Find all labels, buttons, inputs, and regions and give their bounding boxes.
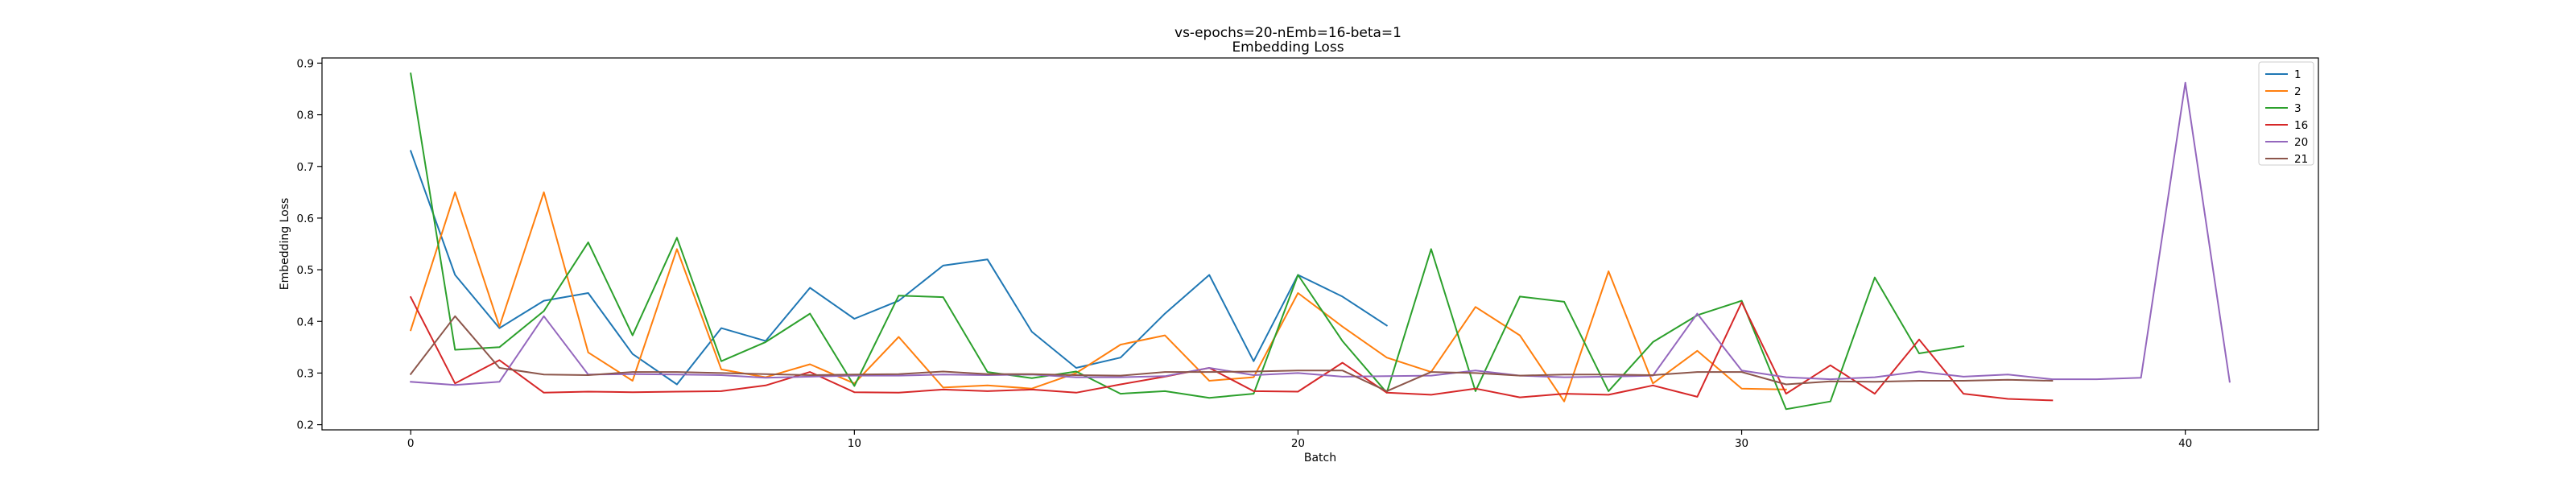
series-line-3 [410,72,1965,411]
y-tick-label: 0.3 [297,367,314,380]
x-tick-label: 20 [1291,437,1305,450]
series-line-2 [409,191,1787,402]
chart-subtitle: Embedding Loss [1232,39,1344,56]
y-axis-label: Embedding Loss [279,198,291,291]
y-tick-label: 0.4 [297,316,314,328]
legend-entry-label: 21 [2294,153,2308,166]
x-axis-label: Batch [1304,452,1336,464]
legend: 1 2 3 16 20 21 [2258,61,2314,166]
x-tick-label: 0 [407,437,415,450]
series-line-21 [409,315,2054,392]
y-axis: 0.2 0.3 0.4 0.5 0.6 0.7 0.8 0.9 [297,57,322,432]
x-tick-label: 10 [848,437,861,450]
plot-area [321,57,2319,431]
x-tick-label: 30 [1735,437,1748,450]
y-tick-label: 0.2 [297,419,314,432]
x-axis: 0 10 20 30 40 [407,430,2192,450]
y-tick-label: 0.8 [297,109,314,122]
legend-entry-label: 1 [2294,68,2301,81]
y-tick-label: 0.5 [297,264,314,277]
legend-entry-label: 16 [2294,119,2308,132]
legend-frame [2258,61,2314,166]
series-line-20 [410,81,2231,386]
y-tick-label: 0.6 [297,213,314,225]
series-line-16 [409,295,2054,402]
x-tick-label: 40 [2178,437,2192,450]
legend-entry-label: 20 [2294,136,2308,149]
legend-entry-label: 2 [2294,85,2301,98]
chart-title: vs-epochs=20-nEmb=16-beta=1 [1174,25,1402,41]
legend-entry-label: 3 [2294,102,2301,115]
y-tick-label: 0.9 [297,57,314,70]
series-lines [409,72,2231,411]
series-line-1 [409,150,1389,386]
y-tick-label: 0.7 [297,161,314,174]
